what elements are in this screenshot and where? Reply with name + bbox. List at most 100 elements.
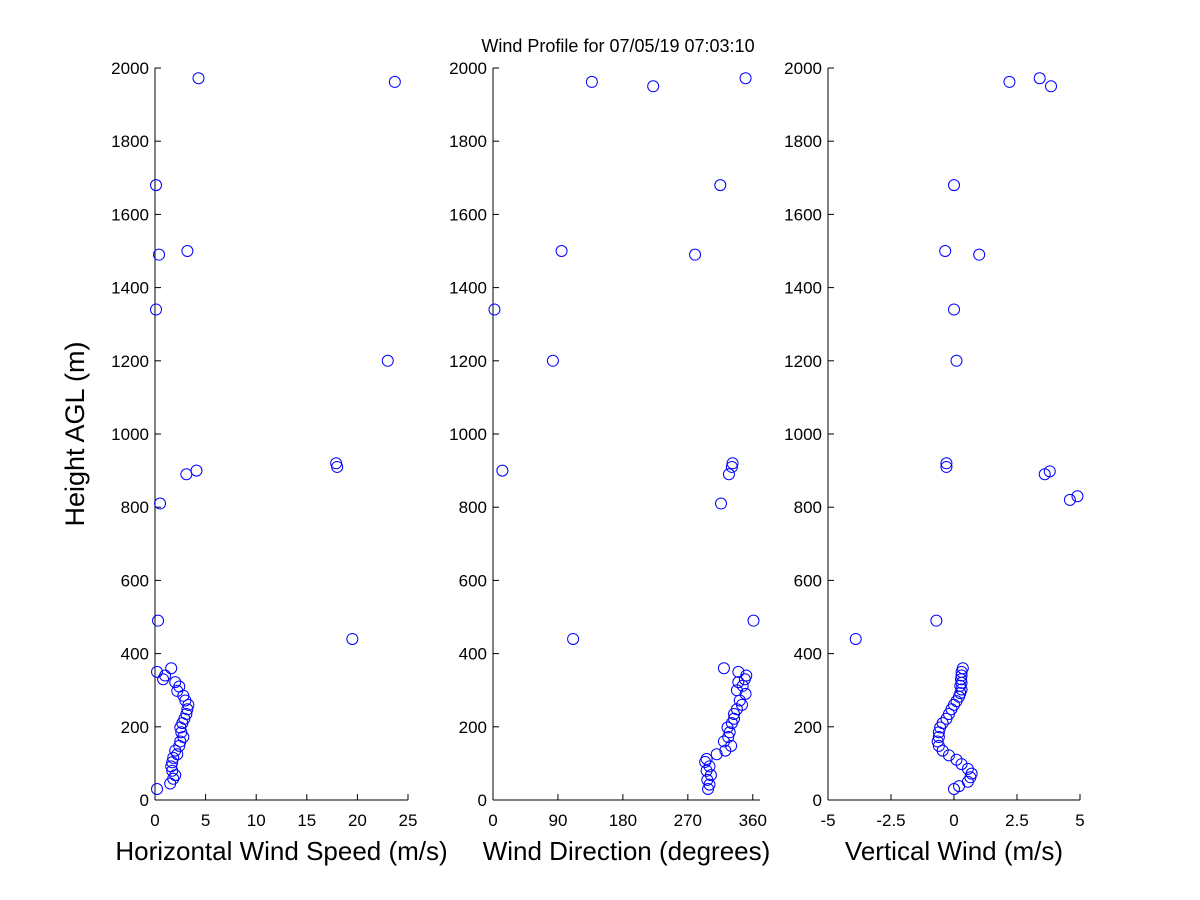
data-point <box>1033 72 1046 85</box>
data-point <box>973 248 986 261</box>
data-point <box>714 179 727 192</box>
x-axis-label: Wind Direction (degrees) <box>483 836 771 866</box>
data-point <box>950 354 963 367</box>
data-point <box>181 245 194 257</box>
x-tick-label: 10 <box>247 811 266 830</box>
y-tick-label: 1000 <box>111 425 149 444</box>
x-tick-label: 20 <box>348 811 367 830</box>
data-point <box>165 760 178 773</box>
data-point <box>1063 493 1076 506</box>
x-tick-label: 90 <box>548 811 567 830</box>
data-point <box>704 769 717 782</box>
data-point <box>932 731 945 744</box>
y-tick-label: 1200 <box>111 352 149 371</box>
y-tick-label: 200 <box>121 718 149 737</box>
data-point <box>747 614 760 627</box>
y-tick-label: 600 <box>459 571 487 590</box>
y-tick-label: 1000 <box>449 425 487 444</box>
data-point <box>151 783 164 796</box>
data-point <box>740 669 753 682</box>
data-point <box>942 749 955 762</box>
data-point <box>931 735 944 748</box>
x-tick-label: 5 <box>1075 811 1084 830</box>
y-tick-label: 1600 <box>111 205 149 224</box>
data-point <box>555 245 568 257</box>
data-point <box>330 457 343 470</box>
y-tick-label: 1200 <box>449 352 487 371</box>
data-point <box>725 460 738 473</box>
data-point <box>950 753 963 766</box>
data-point <box>567 632 580 645</box>
data-point <box>726 457 739 470</box>
data-point <box>381 354 394 367</box>
data-point <box>647 80 660 93</box>
x-tick-label: 15 <box>297 811 316 830</box>
data-point <box>167 751 180 764</box>
data-point <box>930 614 943 627</box>
x-tick-label: 0 <box>949 811 958 830</box>
y-tick-label: 2000 <box>111 59 149 78</box>
data-point <box>703 760 716 773</box>
data-point <box>699 755 712 768</box>
data-point <box>151 665 164 678</box>
y-tick-label: 400 <box>794 645 822 664</box>
data-point <box>169 676 182 689</box>
figure-title: Wind Profile for 07/05/19 07:03:10 <box>481 36 754 56</box>
y-tick-label: 1800 <box>449 132 487 151</box>
data-point <box>717 735 730 748</box>
y-tick-label: 400 <box>121 645 149 664</box>
horizontal-wind-speed-panel: 0 200 400 600 800 1000 1200 1400 1600 1800 2000 0 5 1… <box>60 59 448 866</box>
data-point <box>722 731 735 744</box>
data-point <box>585 75 598 88</box>
data-point <box>192 72 205 85</box>
y-tick-label: 400 <box>459 645 487 664</box>
y-axis-label: Height AGL (m) <box>60 341 90 526</box>
y-tick-label: 1400 <box>111 279 149 298</box>
y-tick-label: 2000 <box>784 59 822 78</box>
y-tick-label: 1800 <box>784 132 822 151</box>
data-point <box>190 464 203 477</box>
y-tick-label: 0 <box>478 791 487 810</box>
x-tick-label: -5 <box>820 811 835 830</box>
data-point <box>150 179 163 192</box>
y-tick-label: 800 <box>121 498 149 517</box>
data-point <box>165 662 178 675</box>
y-tick-label: 200 <box>459 718 487 737</box>
data-point <box>955 669 968 682</box>
y-tick-label: 1600 <box>784 205 822 224</box>
data-point <box>150 303 163 316</box>
data-point <box>932 739 945 752</box>
data-point <box>948 179 960 192</box>
data-point <box>948 303 960 316</box>
data-point <box>496 464 509 477</box>
x-tick-label: 5 <box>201 811 210 830</box>
data-point <box>388 75 401 88</box>
x-tick-label: 25 <box>399 811 418 830</box>
data-point <box>721 721 734 734</box>
wind-direction-panel: 0 200 400 600 800 1000 1200 1400 1600 1800 2000 0 90… <box>449 59 770 866</box>
data-point <box>1043 465 1056 478</box>
data-point <box>169 744 182 757</box>
data-point <box>732 676 745 689</box>
y-tick-label: 1400 <box>449 279 487 298</box>
data-point <box>961 762 974 775</box>
data-point <box>488 303 501 316</box>
data-point <box>725 739 738 752</box>
data-point <box>700 753 713 766</box>
y-tick-label: 800 <box>794 498 822 517</box>
y-tick-label: 1200 <box>784 352 822 371</box>
data-point <box>717 662 730 675</box>
data-point <box>1045 80 1058 93</box>
x-tick-label: 360 <box>739 811 767 830</box>
data-point <box>346 632 359 645</box>
x-tick-label: 0 <box>488 811 497 830</box>
data-point <box>710 748 723 761</box>
y-tick-label: 600 <box>121 571 149 590</box>
data-point <box>939 245 952 257</box>
y-tick-label: 1800 <box>111 132 149 151</box>
data-point <box>154 497 167 510</box>
x-axis-label: Vertical Wind (m/s) <box>845 836 1063 866</box>
y-tick-label: 1000 <box>784 425 822 444</box>
